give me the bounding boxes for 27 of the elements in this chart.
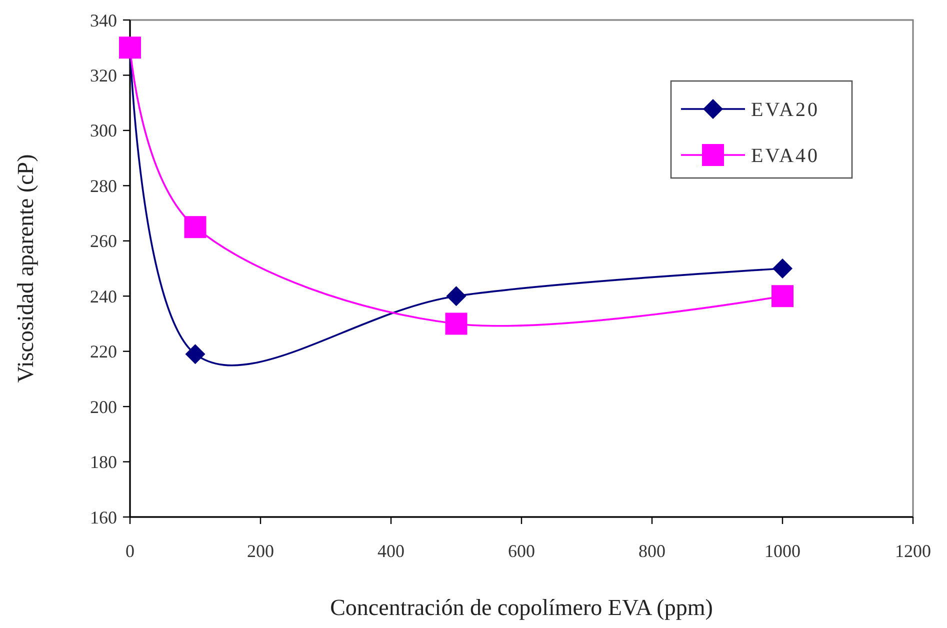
x-tick-label: 600: [508, 541, 535, 561]
point: [772, 285, 794, 308]
y-tick-label: 240: [90, 286, 117, 306]
x-tick-label: 800: [638, 541, 666, 561]
x-tick-label: 400: [378, 541, 404, 561]
y-tick-label: 180: [90, 452, 117, 472]
point: [772, 258, 792, 278]
point: [446, 286, 466, 306]
legend-label: EVA20: [751, 99, 820, 121]
y-tick-label: 260: [90, 231, 117, 252]
y-tick-label: 160: [90, 507, 117, 528]
x-tick-label: 0: [126, 541, 134, 561]
y-tick-label: 340: [90, 10, 117, 30]
x-tick-label: 1200: [895, 541, 931, 561]
y-tick-label: 200: [90, 396, 117, 417]
x-tick-label: 200: [247, 541, 274, 561]
point: [445, 312, 468, 335]
y-axis-title: Viscosidad aparente (cP): [13, 154, 38, 383]
y-tick-label: 280: [90, 176, 117, 196]
y-tick-label: 300: [90, 120, 117, 141]
y-tick-label: 320: [90, 66, 117, 86]
legend-label: EVA40: [751, 145, 820, 167]
point: [184, 216, 206, 238]
x-tick-label: 1000: [764, 541, 800, 561]
x-axis-title: Concentración de copolímero EVA (ppm): [330, 595, 713, 620]
y-tick-label: 220: [90, 342, 117, 362]
point: [185, 344, 206, 364]
